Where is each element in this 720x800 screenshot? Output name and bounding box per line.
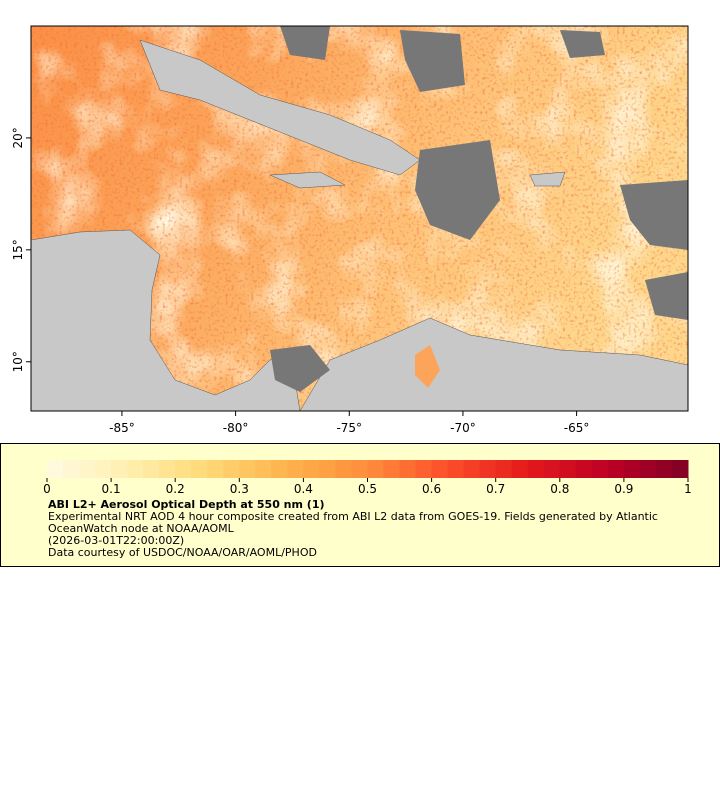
colorbar-tick-label: 0.4 bbox=[294, 482, 313, 496]
colorbar-step bbox=[239, 460, 256, 478]
colorbar-step bbox=[543, 460, 561, 478]
colorbar-step bbox=[655, 460, 673, 478]
legend-credit: Data courtesy of USDOC/NOAA/OAR/AOML/PHO… bbox=[48, 546, 317, 559]
colorbar-step bbox=[639, 460, 657, 478]
colorbar-step bbox=[399, 460, 417, 478]
x-tick-label: -85° bbox=[109, 421, 135, 435]
y-tick-label: 10° bbox=[11, 351, 25, 372]
legend-text: ABI L2+ Aerosol Optical Depth at 550 nm … bbox=[48, 499, 688, 559]
colorbar-step bbox=[495, 460, 513, 478]
colorbar-step bbox=[415, 460, 433, 478]
colorbar-step bbox=[95, 460, 112, 478]
colorbar-step bbox=[175, 460, 192, 478]
colorbar-tick-label: 0.7 bbox=[486, 482, 505, 496]
colorbar-step bbox=[191, 460, 208, 478]
colorbar-step bbox=[255, 460, 272, 478]
colorbar-tick-label: 1 bbox=[684, 482, 692, 496]
colorbar-tick-label: 0.2 bbox=[166, 482, 185, 496]
colorbar-step bbox=[159, 460, 176, 478]
colorbar-step bbox=[591, 460, 609, 478]
colorbar-step bbox=[303, 460, 320, 478]
colorbar-step bbox=[575, 460, 593, 478]
colorbar-step bbox=[559, 460, 577, 478]
x-tick-label: -80° bbox=[223, 421, 249, 435]
colorbar-step bbox=[511, 460, 529, 478]
colorbar-step bbox=[47, 460, 64, 478]
colorbar-step bbox=[335, 460, 352, 478]
colorbar-step bbox=[479, 460, 497, 478]
y-tick-label: 20° bbox=[11, 127, 25, 148]
colorbar-step bbox=[527, 460, 545, 478]
legend-description: Experimental NRT AOD 4 hour composite cr… bbox=[48, 510, 658, 535]
map-frame bbox=[30, 25, 689, 412]
legend-time: (2026-03-01T22:00:00Z) bbox=[48, 534, 185, 547]
colorbar-step bbox=[319, 460, 336, 478]
map-raster bbox=[31, 26, 688, 411]
colorbar-step bbox=[287, 460, 304, 478]
colorbar-tick-label: 0 bbox=[43, 482, 51, 496]
colorbar-tick-label: 0.9 bbox=[614, 482, 633, 496]
x-tick-label: -65° bbox=[564, 421, 590, 435]
colorbar-step bbox=[127, 460, 144, 478]
colorbar-step bbox=[63, 460, 80, 478]
colorbar-step bbox=[383, 460, 401, 478]
colorbar-step bbox=[143, 460, 160, 478]
colorbar-step bbox=[463, 460, 481, 478]
colorbar-tick-label: 0.5 bbox=[358, 482, 377, 496]
x-tick-label: -70° bbox=[450, 421, 476, 435]
colorbar: 0 0.1 0.2 0.3 0.4 0.5 0.6 0.7 0.8 0.9 1 bbox=[43, 460, 692, 496]
colorbar-step bbox=[431, 460, 449, 478]
y-tick-label: 15° bbox=[11, 239, 25, 260]
colorbar-tick-label: 0.8 bbox=[550, 482, 569, 496]
colorbar-tick-label: 0.1 bbox=[102, 482, 121, 496]
colorbar-step bbox=[367, 460, 385, 478]
colorbar-step bbox=[351, 460, 368, 478]
colorbar-step bbox=[607, 460, 625, 478]
colorbar-step bbox=[271, 460, 288, 478]
colorbar-step bbox=[223, 460, 240, 478]
colorbar-step bbox=[623, 460, 641, 478]
colorbar-step bbox=[447, 460, 465, 478]
colorbar-step bbox=[111, 460, 128, 478]
colorbar-step bbox=[671, 460, 689, 478]
legend-title: ABI L2+ Aerosol Optical Depth at 550 nm … bbox=[48, 498, 325, 511]
x-tick-label: -75° bbox=[336, 421, 362, 435]
colorbar-tick-label: 0.3 bbox=[230, 482, 249, 496]
colorbar-tick-label: 0.6 bbox=[422, 482, 441, 496]
colorbar-step bbox=[207, 460, 224, 478]
colorbar-step bbox=[79, 460, 96, 478]
